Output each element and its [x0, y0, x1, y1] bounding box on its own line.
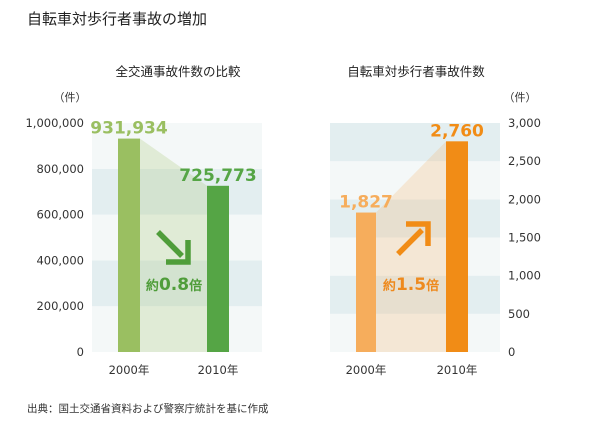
chart1-value-label: 725,773: [179, 166, 256, 186]
chart2-value-label: 1,827: [339, 193, 393, 213]
chart1-unit-label: （件）: [54, 91, 87, 104]
chart2-ytick-label: 500: [508, 307, 530, 321]
chart1-ratio-value: 0.8: [159, 275, 189, 295]
chart2-ytick-label: 2,000: [508, 192, 541, 206]
chart1-category-label: 2000年: [109, 363, 150, 377]
chart2-unit-label: （件）: [504, 91, 537, 104]
chart2-ratio-prefix: 約: [383, 278, 396, 294]
chart2-bar-2: [446, 141, 468, 352]
page-title: 自転車対歩行者事故の増加: [27, 10, 208, 28]
chart2-ratio-label: 約1.5倍: [383, 275, 439, 295]
chart1-ytick-label: 800,000: [36, 162, 84, 176]
chart1-ytick-label: 0: [77, 345, 84, 359]
chart1-bar-1: [118, 138, 140, 352]
chart2-value-label: 2,760: [430, 121, 484, 141]
chart2-ratio-value: 1.5: [396, 275, 426, 295]
source-note: 出典：国土交通省資料および警察庁統計を基に作成: [27, 403, 269, 415]
arrow-down-right-icon: [156, 230, 191, 265]
chart2-band-4: [330, 161, 500, 200]
chart2-bar-1: [356, 212, 376, 352]
chart1-ratio-label: 約0.8倍: [146, 275, 202, 295]
chart1-ytick-label: 1,000,000: [25, 116, 84, 130]
chart2-category-label: 2010年: [437, 363, 478, 377]
chart2-title: 自転車対歩行者事故件数: [347, 64, 485, 79]
chart1-category-label: 2010年: [198, 363, 239, 377]
chart1-ratio-suffix: 倍: [189, 278, 202, 294]
chart2-ytick-label: 0: [508, 345, 515, 359]
chart2-ytick-label: 1,000: [508, 269, 541, 283]
chart1-ytick-label: 400,000: [36, 253, 84, 267]
chart2-trend-shade: [376, 141, 446, 352]
chart1-bar-2: [207, 185, 229, 352]
chart1-ytick-label: 200,000: [36, 299, 84, 313]
chart1-value-label: 931,934: [90, 119, 168, 139]
chart1-ratio-prefix: 約: [146, 278, 159, 294]
chart2-ratio-suffix: 倍: [426, 278, 439, 294]
chart2-ytick-label: 3,000: [508, 116, 541, 130]
chart2-ytick-label: 2,500: [508, 154, 541, 168]
chart2-ytick-label: 1,500: [508, 231, 541, 245]
chart2-category-label: 2000年: [346, 363, 387, 377]
chart1-title: 全交通事故件数の比較: [115, 64, 241, 79]
arrow-up-right-icon: [396, 221, 431, 256]
chart2-band-5: [330, 123, 500, 162]
chart1-ytick-label: 600,000: [36, 208, 84, 222]
